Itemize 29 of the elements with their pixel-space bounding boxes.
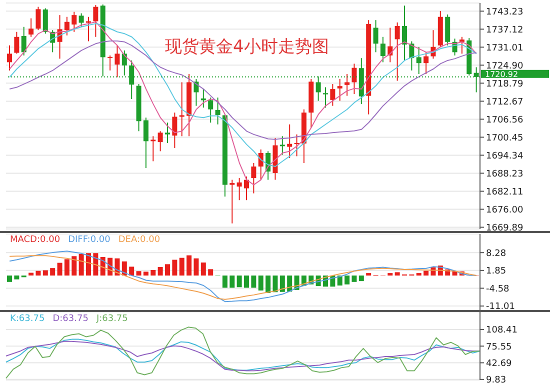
series-label: MACD:0.00 [10,235,60,245]
text: D:63.75 [52,314,88,324]
series-label: DIFF:0.00 [68,235,110,245]
y-tick-label: 1682.11 [486,187,524,198]
y-tick-label: 1.85 [486,266,506,277]
y-tick-label: 42.69 [486,358,512,369]
y-tick-label: 108.41 [486,326,518,336]
y-tick-label: 1718.79 [486,79,524,90]
y-tick-label: -4.58 [486,284,510,294]
y-tick-label: 75.55 [486,342,512,352]
y-tick-label: 8.28 [486,248,506,259]
y-tick-label: 1724.90 [486,61,524,72]
y-tick-label: 1694.34 [486,151,524,162]
y-tick-label: 1669.89 [486,223,524,234]
y-tick-label: 1676.00 [486,205,524,216]
text: DEA:0.00 [118,235,160,245]
text: 现货黄金4小时走势图 [165,36,329,58]
y-tick-label: 9.83 [486,376,506,385]
ref-line-label: 1720.92 [485,70,518,79]
text: K:63.75 [10,314,45,324]
y-tick-label: 1700.45 [486,133,524,144]
y-tick-label: 1688.23 [486,169,524,180]
y-tick-label: 1743.23 [486,7,524,18]
y-tick-label: -11.01 [486,302,516,312]
series-label: J:63.75 [96,314,128,324]
y-tick-label: 1712.67 [486,97,524,108]
y-tick-label: 1706.56 [486,115,524,126]
y-tick-label: 1731.01 [486,43,524,54]
y-tick-label: 1737.12 [486,25,524,36]
